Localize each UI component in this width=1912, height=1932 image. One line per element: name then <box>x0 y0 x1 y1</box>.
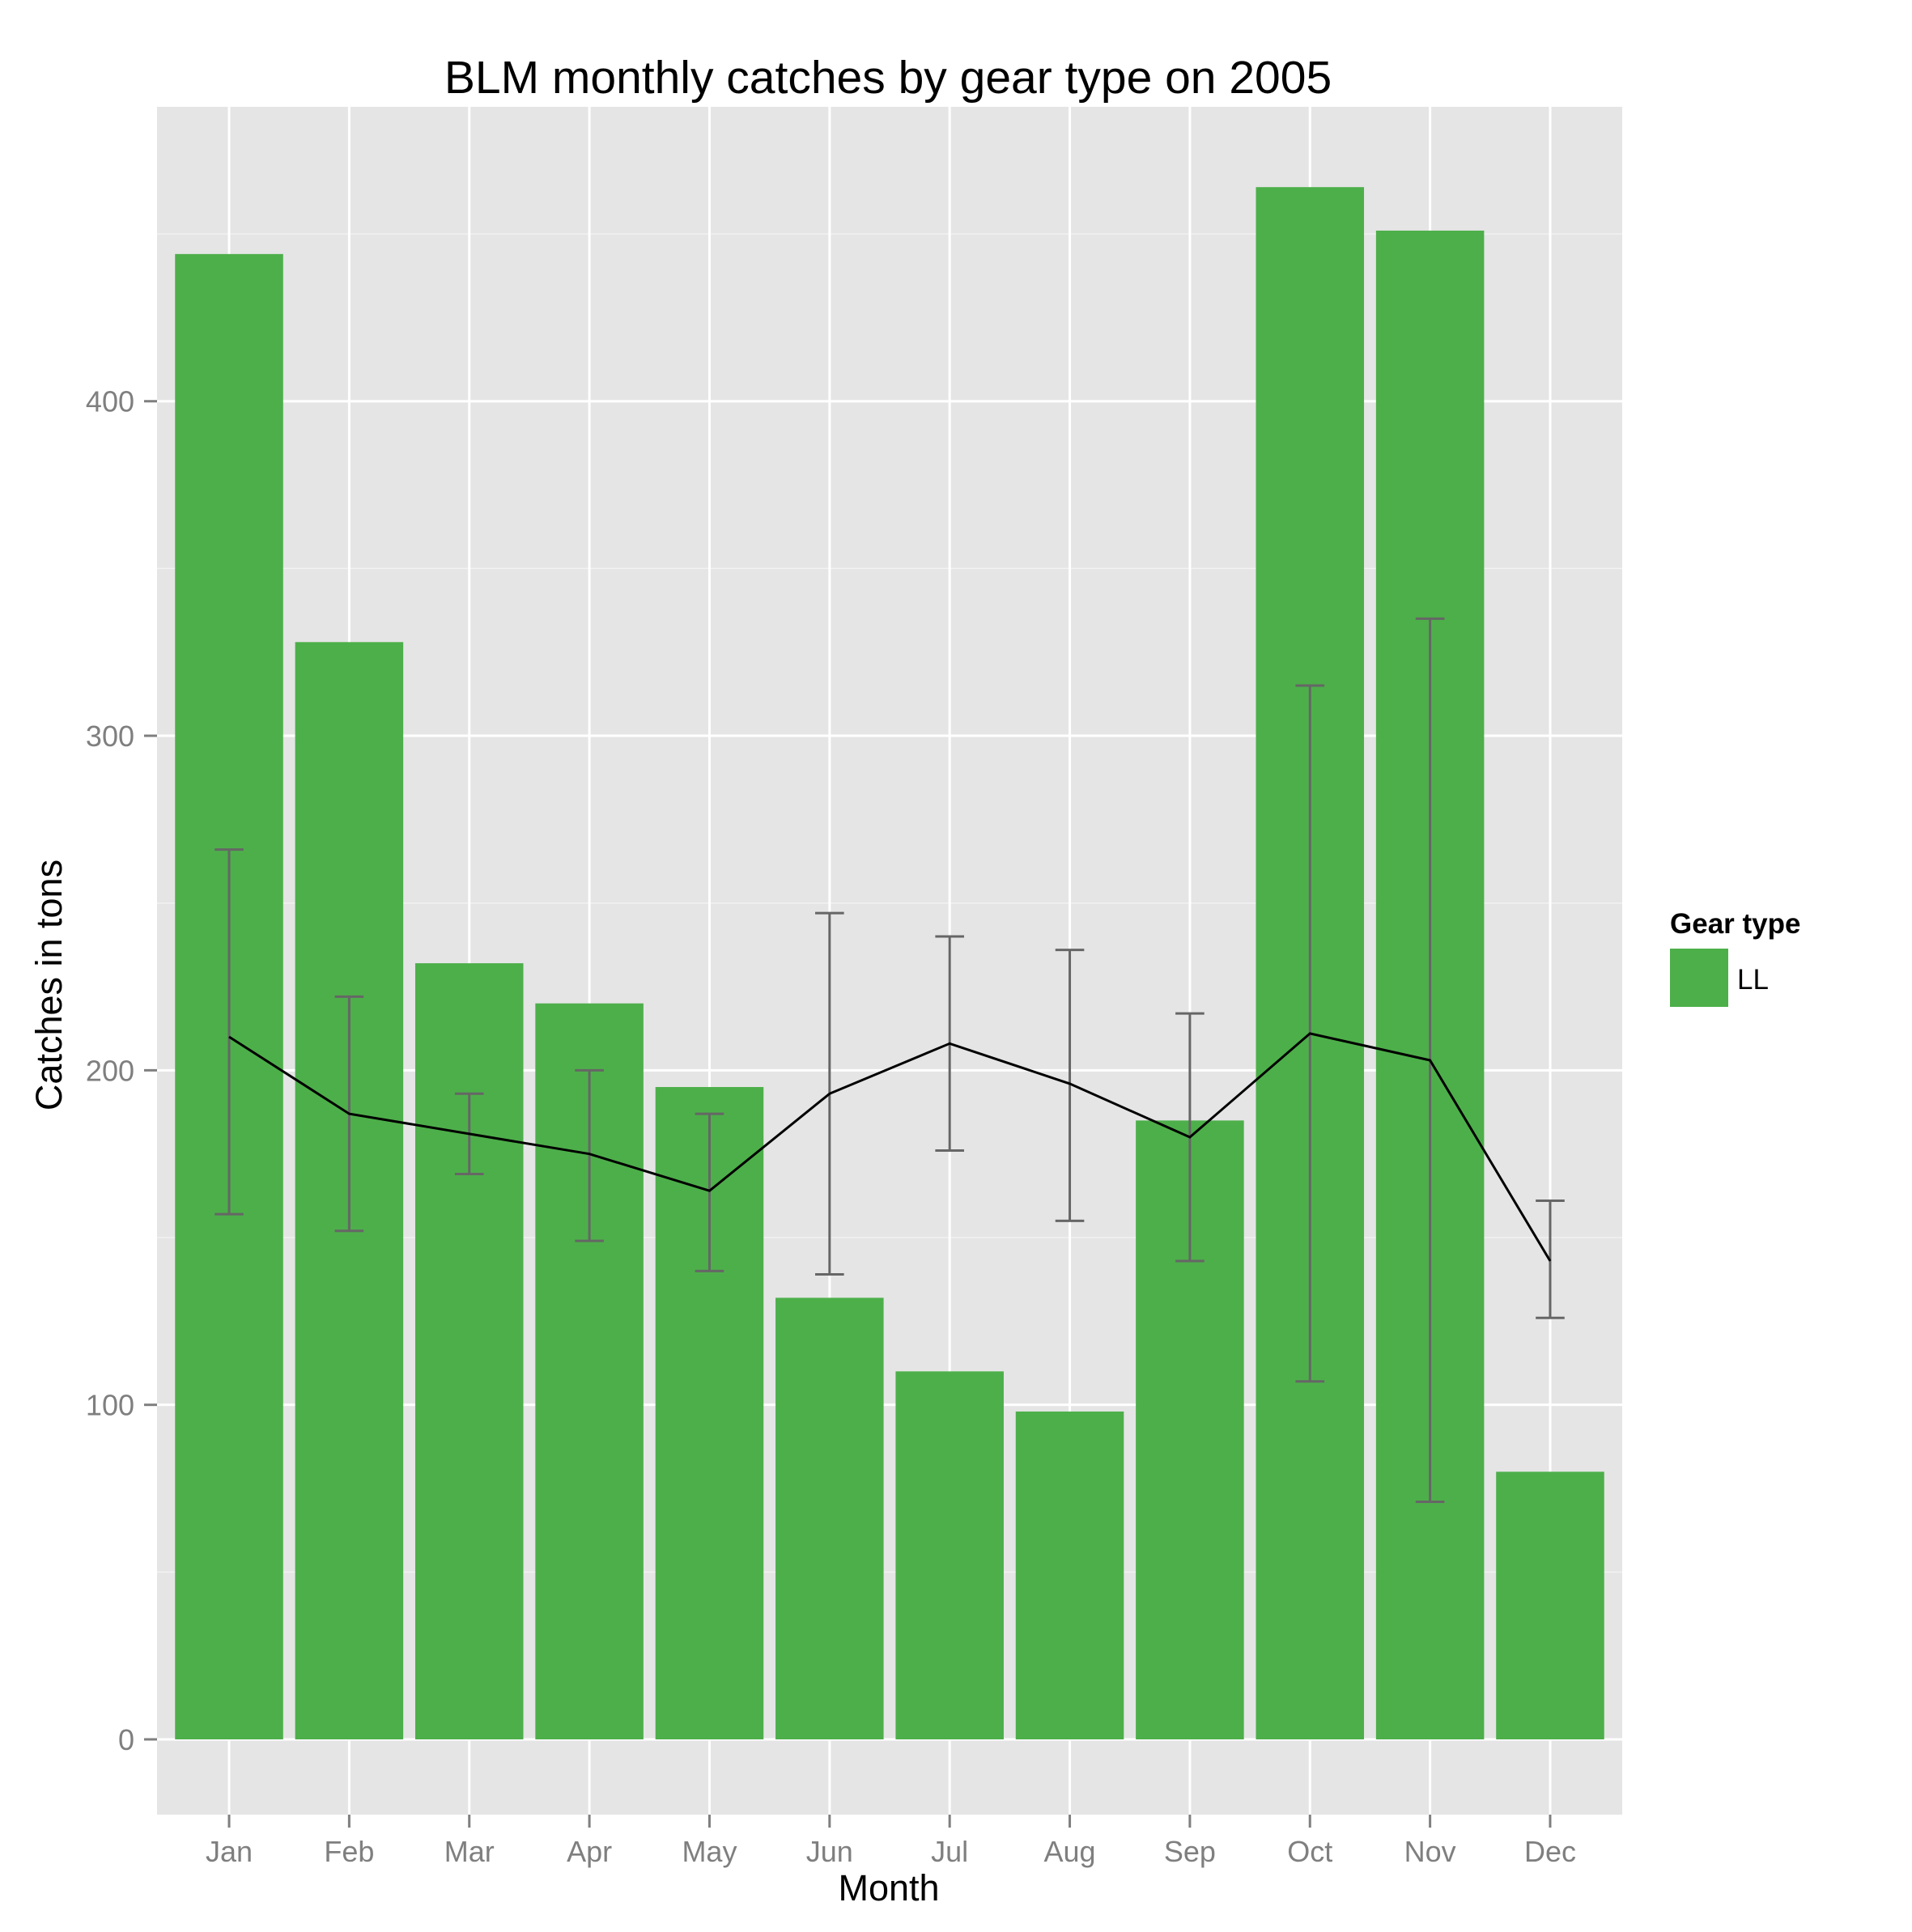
legend-title: Gear type <box>1670 908 1800 940</box>
error-bar-may <box>695 1112 724 1272</box>
y-axis: 0 100 200 300 400 <box>86 385 157 1756</box>
x-axis-title: Month <box>838 1867 939 1909</box>
x-tick-label: May <box>682 1835 737 1868</box>
x-tick-label: Oct <box>1287 1835 1332 1868</box>
x-tick-label: Feb <box>324 1835 374 1868</box>
mean-line-path <box>228 1032 1552 1262</box>
legend: Gear type LL <box>1670 908 1800 1007</box>
y-tick-label: 400 <box>86 385 134 418</box>
error-bar-apr <box>575 1068 604 1242</box>
bar-dec <box>1496 1471 1604 1740</box>
legend-label-ll: LL <box>1737 964 1769 996</box>
bars <box>175 187 1604 1740</box>
chart-title: BLM monthly catches by gear type on 2005 <box>444 52 1332 104</box>
y-axis-title: Catches in tons <box>28 860 70 1110</box>
x-tick-label: Dec <box>1524 1835 1576 1868</box>
y-tick-label: 200 <box>86 1054 134 1087</box>
x-tick-label: Nov <box>1404 1835 1456 1868</box>
legend-key-ll <box>1670 949 1728 1007</box>
y-tick-label: 300 <box>86 720 134 753</box>
error-bars <box>215 617 1565 1504</box>
bar-aug <box>1015 1411 1124 1740</box>
mean-line <box>228 1032 1552 1262</box>
x-tick-label: Jan <box>206 1835 253 1868</box>
y-tick-label: 0 <box>118 1723 134 1756</box>
x-tick-label: Mar <box>444 1835 495 1868</box>
x-tick-label: Jun <box>806 1835 853 1868</box>
bar-jun <box>775 1297 884 1740</box>
x-tick-label: Aug <box>1044 1835 1096 1868</box>
x-tick-label: Sep <box>1164 1835 1216 1868</box>
error-bar-jan <box>215 848 244 1216</box>
x-tick-label: Jul <box>931 1835 968 1868</box>
error-bar-aug <box>1055 949 1085 1222</box>
bar-jul <box>895 1371 1004 1740</box>
bar-mar <box>414 963 524 1740</box>
x-axis: Jan Feb Mar Apr May Jun Jul Aug Sep Oct Nov Dec <box>206 1815 1576 1868</box>
y-tick-label: 100 <box>86 1389 134 1422</box>
x-tick-label: Apr <box>567 1835 612 1868</box>
